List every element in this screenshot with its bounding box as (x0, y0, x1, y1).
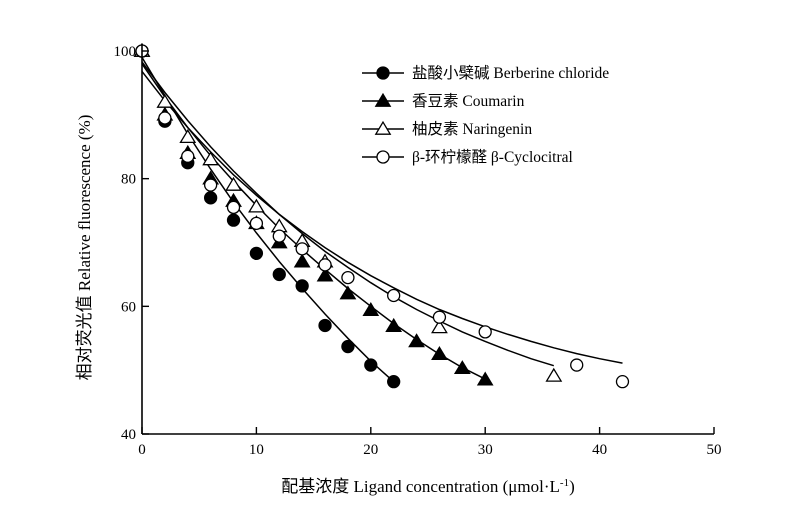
x-axis-label-superscript: -1 (560, 477, 569, 489)
fit-curve (141, 70, 623, 364)
data-point (339, 285, 357, 300)
x-tick-label: 50 (707, 442, 722, 458)
fit-curve (141, 61, 555, 367)
data-point (272, 229, 286, 243)
legend-marker (376, 150, 390, 164)
data-point (181, 149, 195, 163)
data-point (318, 258, 332, 272)
data-point (248, 198, 265, 213)
data-point (158, 111, 172, 125)
data-point (408, 333, 425, 348)
data-point (478, 325, 492, 339)
data-point (545, 367, 563, 382)
data-point (295, 242, 309, 256)
legend-marker (376, 66, 390, 80)
y-axis-label: 相对荧光值 Relative fluorescence (%) (75, 115, 94, 381)
data-point (362, 302, 380, 316)
y-tick-label: 80 (121, 172, 136, 188)
x-axis-label-close: ) (569, 477, 575, 496)
legend-marker (374, 92, 392, 107)
data-point (385, 317, 403, 332)
data-point (318, 318, 332, 333)
data-point (203, 191, 218, 205)
axes: 0 10 20 30 40 50 40 60 80 100 (114, 44, 722, 458)
data-points (133, 42, 630, 389)
x-axis-label: 配基浓度 Ligand concentration (μmol·L-1) (281, 477, 575, 496)
legend-entry: 香豆素 Coumarin (412, 92, 525, 110)
y-tick-label: 60 (121, 299, 136, 315)
data-point (431, 319, 448, 334)
x-tick-label: 20 (363, 442, 378, 458)
data-point (387, 375, 401, 389)
data-point (249, 246, 264, 261)
data-point (615, 375, 630, 389)
data-point (226, 213, 241, 227)
fit-curve (141, 57, 395, 383)
data-point (272, 267, 286, 282)
y-tick-label: 100 (114, 44, 137, 60)
legend: 盐酸小檗碱 Berberine chloride 香豆素 Coumarin 柚皮素 … (362, 64, 609, 166)
data-point (570, 358, 584, 372)
data-point (341, 339, 355, 354)
data-point (341, 270, 355, 285)
data-point (432, 310, 447, 324)
legend-entry: 盐酸小檗碱 Berberine chloride (412, 64, 609, 82)
data-point (453, 360, 471, 375)
y-tick-label: 40 (121, 427, 136, 443)
data-point (179, 129, 197, 144)
x-axis-label-main: 配基浓度 Ligand concentration (μmol·L (281, 477, 560, 496)
fit-curve (141, 63, 486, 380)
data-point (316, 267, 334, 282)
legend-entry: 柚皮素 Naringenin (412, 120, 532, 138)
data-point (249, 216, 264, 231)
data-point (225, 176, 242, 191)
x-tick-label: 0 (138, 442, 146, 458)
data-point (226, 200, 241, 215)
data-point (431, 346, 448, 361)
x-tick-label: 40 (592, 442, 607, 458)
data-point (202, 151, 220, 166)
data-point (476, 371, 494, 386)
legend-entry: β-环柠檬醛 β-Cyclocitral (412, 148, 573, 166)
data-point (364, 358, 378, 372)
data-point (295, 279, 309, 293)
data-point (203, 178, 218, 192)
data-point (387, 288, 401, 303)
legend-marker (374, 120, 392, 135)
x-tick-label: 10 (249, 442, 264, 458)
data-point (293, 253, 311, 268)
data-point (156, 93, 174, 108)
x-tick-label: 30 (478, 442, 493, 458)
